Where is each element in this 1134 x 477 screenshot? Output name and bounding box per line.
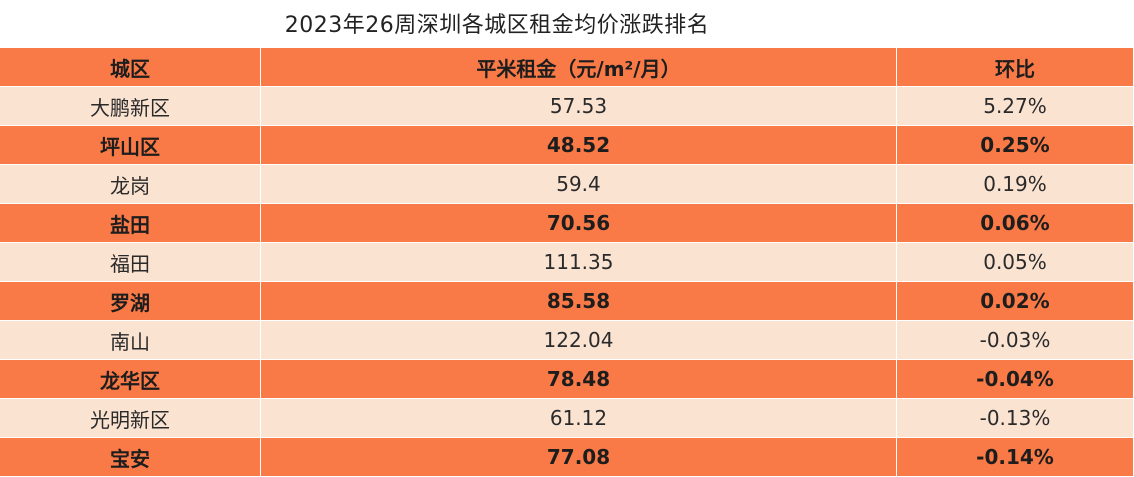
cell-change: 0.19% [897,165,1134,204]
cell-rent: 57.53 [261,87,897,126]
cell-change: -0.14% [897,438,1134,477]
header-rent: 平米租金（元/m²/月） [261,48,897,87]
table-title: 2023年26周深圳各城区租金均价涨跌排名 [284,13,710,38]
cell-district: 盐田 [0,204,261,243]
cell-change: 0.05% [897,243,1134,282]
header-change: 环比 [897,48,1134,87]
cell-rent: 59.4 [261,165,897,204]
cell-rent: 111.35 [261,243,897,282]
rent-table: 城区 平米租金（元/m²/月） 环比 大鹏新区 57.53 5.27% 坪山区 48.5… [0,48,1134,477]
cell-change: -0.03% [897,321,1134,360]
cell-rent: 77.08 [261,438,897,477]
cell-district: 坪山区 [0,126,261,165]
cell-district: 福田 [0,243,261,282]
cell-rent: 70.56 [261,204,897,243]
cell-change: -0.04% [897,360,1134,399]
cell-rent: 85.58 [261,282,897,321]
cell-rent: 61.12 [261,399,897,438]
cell-rent: 48.52 [261,126,897,165]
cell-change: 0.02% [897,282,1134,321]
header-district: 城区 [0,48,261,87]
cell-change: 5.27% [897,87,1134,126]
cell-district: 罗湖 [0,282,261,321]
cell-district: 大鹏新区 [0,87,261,126]
cell-district: 龙华区 [0,360,261,399]
cell-district: 南山 [0,321,261,360]
cell-district: 光明新区 [0,399,261,438]
cell-district: 宝安 [0,438,261,477]
cell-change: 0.25% [897,126,1134,165]
cell-rent: 78.48 [261,360,897,399]
cell-rent: 122.04 [261,321,897,360]
cell-district: 龙岗 [0,165,261,204]
cell-change: 0.06% [897,204,1134,243]
cell-change: -0.13% [897,399,1134,438]
